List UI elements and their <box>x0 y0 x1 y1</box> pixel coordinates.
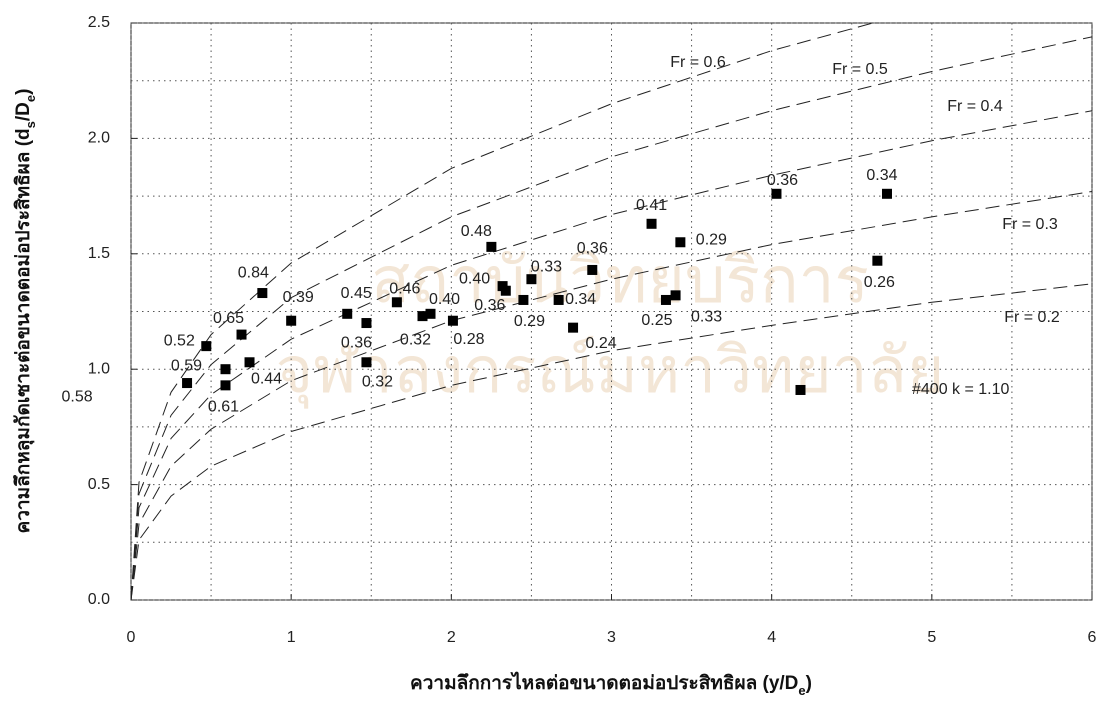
data-point <box>220 380 231 391</box>
point-label: 0.48 <box>461 223 492 240</box>
fr-curve <box>131 23 875 600</box>
curve-label: Fr = 0.4 <box>947 98 1003 115</box>
data-point <box>257 288 268 299</box>
point-label: 0.32 <box>400 331 431 348</box>
data-point <box>417 311 428 322</box>
curve-label: Fr = 0.6 <box>670 54 726 71</box>
annotation: #400 k = 1.10 <box>912 381 1010 398</box>
x-tick-label: 1 <box>287 629 296 646</box>
fr-curve <box>131 110 1092 600</box>
data-point <box>361 318 372 329</box>
data-point <box>670 290 681 301</box>
point-label: 0.32 <box>362 373 393 390</box>
data-point <box>518 294 529 305</box>
point-label: 0.36 <box>341 334 372 351</box>
ylabel-title: ความลึกหลุมกัดเซาะต่อขนาดตอม่อประสิทธิผล… <box>12 89 38 534</box>
xlabel-title: ความลึกการไหลต่อขนาดตอม่อประสิทธิผล (y/D… <box>410 671 812 698</box>
point-label: 0.52 <box>164 332 195 349</box>
curves <box>131 23 1092 600</box>
data-point <box>182 378 193 389</box>
point-label: 0.61 <box>208 399 239 416</box>
ylabel-part: s <box>23 121 38 128</box>
xlabel-part: e <box>798 683 805 698</box>
point-label: 0.28 <box>453 331 484 348</box>
ylabel-part: /D <box>13 102 34 121</box>
data-point <box>795 384 806 395</box>
x-tick-label: 5 <box>927 629 936 646</box>
curve-label: Fr = 0.3 <box>1002 216 1058 233</box>
point-label: 0.41 <box>636 197 667 214</box>
curve-label: Fr = 0.5 <box>832 61 888 78</box>
data-point <box>447 315 458 326</box>
data-point <box>361 357 372 368</box>
point-label: 0.29 <box>696 231 727 248</box>
data-point <box>526 274 537 285</box>
watermark: จุฬาลงกรณ์มหาวิทยาลัย <box>276 334 945 409</box>
point-label: 0.36 <box>767 172 798 189</box>
data-point <box>872 255 883 266</box>
point-label: 0.39 <box>283 289 314 306</box>
x-tick-label: 3 <box>607 629 616 646</box>
point-label: 0.36 <box>474 297 505 314</box>
data-point <box>881 188 892 199</box>
x-tick-label: 0 <box>127 629 136 646</box>
y-tick-label: 1.0 <box>88 360 110 377</box>
point-label: 0.36 <box>577 240 608 257</box>
point-label: 0.24 <box>585 335 616 352</box>
point-label: 0.46 <box>389 280 420 297</box>
data-point <box>220 364 231 375</box>
data-point <box>342 308 353 319</box>
y-tick-label: 2.0 <box>88 130 110 147</box>
ylabel-part: ) <box>13 89 34 95</box>
point-label: 0.33 <box>531 258 562 275</box>
y-tick-label: 2.5 <box>88 14 110 31</box>
data-point <box>646 218 657 229</box>
fr-curve <box>131 36 1092 600</box>
fr-curve <box>131 283 1092 600</box>
data-point <box>500 285 511 296</box>
data-point <box>553 294 564 305</box>
data-point <box>286 315 297 326</box>
point-label: 0.44 <box>251 370 282 387</box>
y-tick-label: 1.5 <box>88 245 110 262</box>
y-tick-label: 0.0 <box>88 591 110 608</box>
point-label: 0.34 <box>565 291 596 308</box>
data-point <box>587 264 598 275</box>
point-label: 0.25 <box>641 312 672 329</box>
data-point <box>425 308 436 319</box>
point-label: 0.65 <box>213 310 244 327</box>
data-point <box>660 294 671 305</box>
data-point <box>391 297 402 308</box>
data-point <box>486 241 497 252</box>
point-label: 0.40 <box>459 270 490 287</box>
xlabel-part: ) <box>806 673 812 694</box>
curve-label: Fr = 0.2 <box>1004 309 1060 326</box>
data-point <box>568 322 579 333</box>
point-label: 0.26 <box>864 274 895 291</box>
data-point <box>201 341 212 352</box>
ylabel-part: ความลึกหลุมกัดเซาะต่อขนาดตอม่อประสิทธิผล… <box>12 128 35 533</box>
fr-curve <box>131 190 1092 600</box>
point-label: 0.40 <box>429 291 460 308</box>
point-label: 0.33 <box>691 309 722 326</box>
point-label: 0.59 <box>171 357 202 374</box>
data-point <box>675 237 686 248</box>
point-label: 0.84 <box>238 264 269 281</box>
x-tick-label: 4 <box>767 629 776 646</box>
point-label: 0.29 <box>514 313 545 330</box>
point-label: 0.34 <box>866 167 897 184</box>
watermark: สถาบันวิทยบริการ <box>371 244 869 316</box>
x-tick-label: 2 <box>447 629 456 646</box>
y-tick-label: 0.5 <box>88 476 110 493</box>
point-label: 0.45 <box>341 285 372 302</box>
point-label: 0.58 <box>61 388 92 405</box>
data-point <box>236 329 247 340</box>
xlabel-part: ความลึกการไหลต่อขนาดตอม่อประสิทธิผล (y/D <box>410 671 798 694</box>
data-point <box>771 188 782 199</box>
data-point <box>244 357 255 368</box>
x-tick-label: 6 <box>1088 629 1097 646</box>
ylabel-part: e <box>23 95 38 102</box>
